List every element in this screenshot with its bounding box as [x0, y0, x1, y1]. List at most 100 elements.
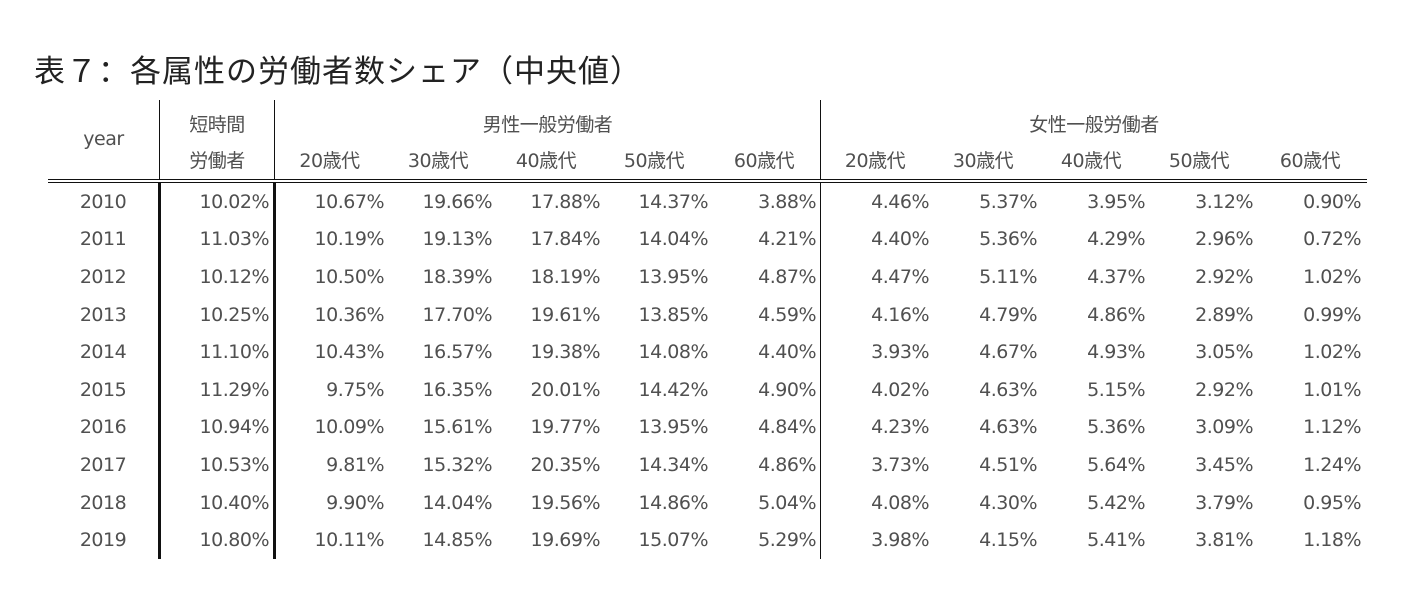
female-50s-cell: 3.12%: [1195, 190, 1253, 213]
table-row: 2015 11.29% 9.75% 16.35% 20.01% 14.42% 4…: [48, 370, 1367, 409]
year-cell: 2011: [79, 228, 127, 251]
year-cell: 2017: [79, 453, 127, 476]
male-40s-cell: 19.56%: [530, 491, 601, 514]
male-60s-cell: 4.87%: [758, 265, 816, 288]
female-20s-cell: 4.02%: [820, 370, 929, 409]
female-age-header: 60歳代: [1253, 139, 1367, 183]
female-60s-cell: 1.12%: [1303, 416, 1361, 439]
male-50s-cell: 14.08%: [638, 341, 709, 364]
male-group-header: 男性一般労働者: [274, 100, 821, 139]
female-60s-cell: 0.90%: [1303, 190, 1361, 213]
male-30s-cell: 19.13%: [422, 228, 493, 251]
male-50s-cell: 15.07%: [638, 529, 709, 552]
female-age-header: 40歳代: [1037, 139, 1145, 183]
female-30s-cell: 4.15%: [979, 529, 1037, 552]
header-row-2: 労働者 20歳代 30歳代 40歳代 50歳代 60歳代 20歳代 30歳代 4…: [48, 139, 1367, 183]
female-30s-cell: 4.63%: [979, 416, 1037, 439]
male-40s-cell: 20.35%: [530, 453, 601, 476]
male-30s-cell: 17.70%: [422, 303, 493, 326]
female-50s-cell: 2.92%: [1195, 378, 1253, 401]
female-40s-cell: 4.93%: [1087, 341, 1145, 364]
female-50s-cell: 3.79%: [1195, 491, 1253, 514]
year-cell: 2016: [79, 416, 127, 439]
male-60s-cell: 4.90%: [758, 378, 816, 401]
female-20s-cell: 4.47%: [820, 258, 929, 296]
female-60s-cell: 0.72%: [1303, 228, 1361, 251]
female-40s-cell: 5.42%: [1087, 491, 1145, 514]
female-50s-cell: 3.05%: [1195, 341, 1253, 364]
male-50s-cell: 14.42%: [638, 378, 709, 401]
male-60s-cell: 4.40%: [758, 341, 816, 364]
short-time-cell: 10.12%: [158, 258, 275, 296]
male-60s-cell: 4.59%: [758, 303, 816, 326]
male-age-header: 40歳代: [492, 139, 600, 183]
male-20s-cell: 10.19%: [273, 220, 384, 259]
male-50s-cell: 13.95%: [638, 416, 709, 439]
short-time-cell: 10.94%: [158, 408, 275, 447]
female-30s-cell: 4.63%: [979, 378, 1037, 401]
male-60s-cell: 4.84%: [758, 416, 816, 439]
male-30s-cell: 14.85%: [422, 529, 493, 552]
male-60s-cell: 3.88%: [758, 190, 816, 213]
female-20s-cell: 4.16%: [820, 295, 929, 334]
female-20s-cell: 3.93%: [820, 333, 929, 371]
female-age-header: 30歳代: [929, 139, 1037, 183]
year-cell: 2010: [79, 190, 127, 213]
male-30s-cell: 16.57%: [422, 341, 493, 364]
year-cell: 2013: [79, 303, 127, 326]
male-50s-cell: 14.37%: [638, 190, 709, 213]
male-60s-cell: 5.29%: [758, 529, 816, 552]
male-20s-cell: 10.67%: [273, 181, 384, 221]
female-20s-cell: 4.40%: [820, 220, 929, 259]
table-row: 2012 10.12% 10.50% 18.39% 18.19% 13.95% …: [48, 258, 1367, 296]
table-row: 2014 11.10% 10.43% 16.57% 19.38% 14.08% …: [48, 333, 1367, 371]
male-20s-cell: 9.81%: [273, 446, 384, 484]
male-20s-cell: 10.43%: [273, 333, 384, 371]
year-cell: 2014: [79, 341, 127, 364]
male-40s-cell: 19.61%: [530, 303, 601, 326]
male-50s-cell: 13.95%: [638, 265, 709, 288]
short-time-header-line1: 短時間: [159, 100, 275, 139]
male-50s-cell: 14.34%: [638, 453, 709, 476]
female-40s-cell: 5.64%: [1087, 453, 1145, 476]
female-age-header: 50歳代: [1145, 139, 1253, 183]
female-20s-cell: 3.98%: [820, 521, 929, 559]
female-50s-cell: 3.81%: [1195, 529, 1253, 552]
male-40s-cell: 17.84%: [530, 228, 601, 251]
male-60s-cell: 5.04%: [758, 491, 816, 514]
table-row: 2010 10.02% 10.67% 19.66% 17.88% 14.37% …: [48, 181, 1367, 221]
female-50s-cell: 2.96%: [1195, 228, 1253, 251]
male-20s-cell: 9.75%: [273, 370, 384, 409]
male-30s-cell: 16.35%: [422, 378, 493, 401]
male-20s-cell: 10.11%: [273, 521, 384, 559]
male-40s-cell: 18.19%: [530, 265, 601, 288]
female-30s-cell: 5.37%: [979, 190, 1037, 213]
male-40s-cell: 20.01%: [530, 378, 601, 401]
short-time-cell: 10.25%: [158, 295, 275, 334]
table-row: 2018 10.40% 9.90% 14.04% 19.56% 14.86% 5…: [48, 483, 1367, 522]
table-row: 2011 11.03% 10.19% 19.13% 17.84% 14.04% …: [48, 220, 1367, 259]
female-50s-cell: 2.92%: [1195, 265, 1253, 288]
male-20s-cell: 9.90%: [273, 483, 384, 522]
female-20s-cell: 3.73%: [820, 446, 929, 484]
table-title: 表７：各属性の労働者数シェア（中央値）: [34, 54, 642, 90]
table-row: 2017 10.53% 9.81% 15.32% 20.35% 14.34% 4…: [48, 446, 1367, 484]
table-row: 2013 10.25% 10.36% 17.70% 19.61% 13.85% …: [48, 295, 1367, 334]
male-50s-cell: 13.85%: [638, 303, 709, 326]
male-age-header: 30歳代: [384, 139, 492, 183]
female-30s-cell: 5.11%: [979, 265, 1037, 288]
female-60s-cell: 1.02%: [1303, 341, 1361, 364]
male-60s-cell: 4.21%: [758, 228, 816, 251]
male-40s-cell: 19.69%: [530, 529, 601, 552]
short-time-cell: 10.40%: [158, 483, 275, 522]
short-time-cell: 11.03%: [158, 220, 275, 259]
male-40s-cell: 17.88%: [530, 190, 601, 213]
female-50s-cell: 2.89%: [1195, 303, 1253, 326]
year-cell: 2015: [79, 378, 127, 401]
short-time-header-line2: 労働者: [159, 139, 275, 183]
male-40s-cell: 19.38%: [530, 341, 601, 364]
female-30s-cell: 5.36%: [979, 228, 1037, 251]
female-20s-cell: 4.46%: [820, 181, 929, 221]
female-40s-cell: 4.86%: [1087, 303, 1145, 326]
short-time-cell: 11.10%: [158, 333, 275, 371]
